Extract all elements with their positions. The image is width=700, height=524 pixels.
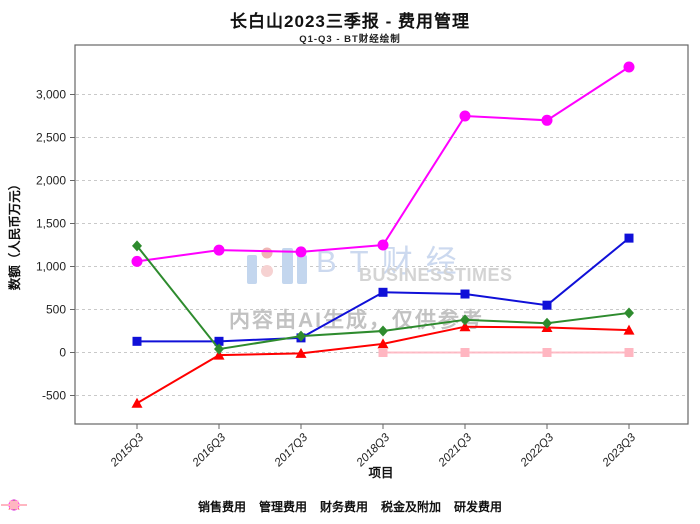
data-point: [131, 397, 143, 408]
data-point: [624, 307, 634, 319]
y-tick-label: 0: [59, 346, 66, 360]
y-tick-label: 3,000: [36, 88, 66, 102]
data-point: [131, 255, 143, 267]
plot-border: [74, 44, 689, 425]
data-point: [541, 114, 553, 126]
data-point: [624, 233, 634, 243]
legend-label: 税金及附加: [381, 500, 442, 514]
series-layer: [131, 61, 635, 408]
data-point: [132, 336, 142, 346]
data-point: [296, 330, 306, 342]
data-point: [377, 239, 389, 251]
x-axis-label: 项目: [368, 466, 393, 480]
legend-label: 管理费用: [258, 500, 307, 514]
legend-item-4: 研发费用: [1, 498, 503, 515]
x-tick-label: 2017Q3: [272, 431, 311, 470]
data-point: [542, 317, 552, 329]
watermark-brand-en: BUSINESSTIMES: [359, 265, 513, 285]
legend-item-1: 管理费用: [1, 498, 307, 515]
x-tick-label: 2018Q3: [354, 431, 393, 470]
data-point: [295, 246, 307, 258]
data-point: [542, 348, 552, 357]
y-tick-label: 500: [46, 303, 66, 317]
legend-label: 销售费用: [197, 500, 246, 514]
data-point: [214, 336, 224, 346]
data-point: [624, 348, 634, 357]
y-tick-label: 1,000: [36, 260, 66, 274]
data-point: [214, 343, 224, 355]
x-tick-label: 2023Q3: [600, 431, 639, 470]
watermark: BT财经 BUSINESSTIMES 内容由AI生成，仅供参考: [229, 244, 513, 332]
data-point: [542, 300, 552, 310]
data-point: [295, 347, 307, 358]
data-point: [377, 338, 389, 349]
data-point: [378, 325, 388, 337]
chart-title: 长白山2023三季报 - 费用管理: [230, 12, 470, 31]
legend-label: 财务费用: [319, 500, 368, 514]
data-point: [213, 244, 225, 256]
data-point: [623, 61, 635, 73]
data-point: [378, 348, 388, 357]
data-point: [132, 240, 142, 252]
watermark-disclaimer: 内容由AI生成，仅供参考: [229, 308, 484, 332]
data-point: [459, 110, 471, 122]
data-point: [459, 321, 471, 332]
series-line-1: [136, 66, 630, 263]
y-tick-label: -500: [42, 389, 66, 403]
y-tick-label: 2,500: [36, 131, 66, 145]
data-point: [213, 349, 225, 360]
legend: 销售费用 管理费用 财务费用 税金及附加 研发费用: [0, 498, 700, 515]
data-point: [623, 324, 635, 335]
y-axis-label: 数额（人民币万元）: [7, 178, 22, 292]
legend-item-3: 税金及附加: [1, 498, 442, 515]
y-tick-label: 2,000: [36, 174, 66, 188]
x-tick-label: 2022Q3: [518, 431, 557, 470]
chart-subtitle: Q1-Q3 - BT财经绘制: [299, 34, 401, 45]
data-point: [460, 314, 470, 326]
watermark-brand-cn: BT财经: [316, 244, 470, 279]
legend-item-2: 财务费用: [1, 498, 368, 515]
data-point: [460, 289, 470, 299]
legend-label: 研发费用: [454, 500, 503, 514]
x-tick-label: 2016Q3: [190, 431, 229, 470]
x-tick-label: 2021Q3: [436, 431, 475, 470]
series-markers-1: [131, 61, 635, 267]
data-point: [378, 287, 388, 297]
data-point: [460, 348, 470, 357]
series-markers-3: [132, 240, 634, 355]
y-tick-label: 1,500: [36, 217, 66, 231]
square-marker-icon: [1, 500, 27, 510]
legend-item-0: 销售费用: [1, 498, 246, 515]
series-markers-4: [378, 348, 634, 357]
x-tick-label: 2015Q3: [108, 431, 147, 470]
